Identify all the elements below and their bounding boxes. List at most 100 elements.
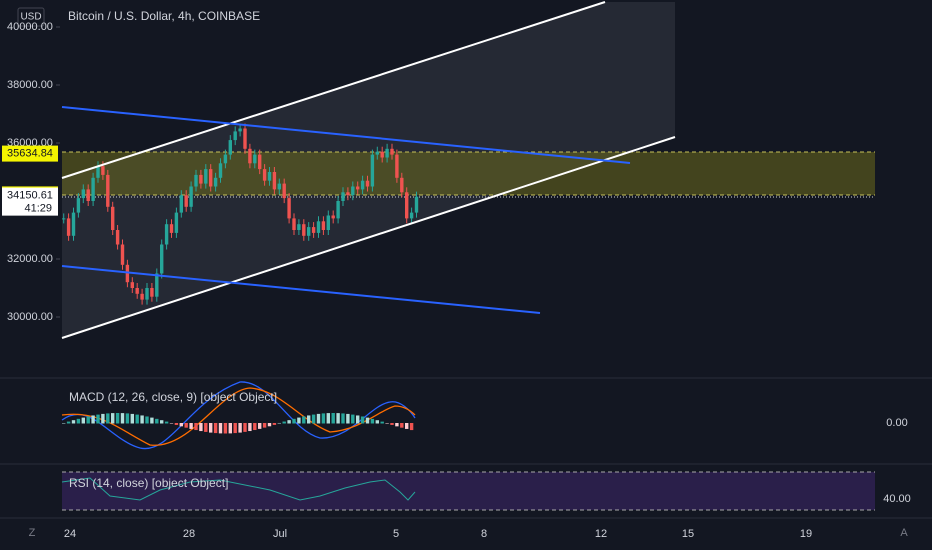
- histogram-bar: [248, 423, 252, 432]
- candle: [370, 154, 375, 187]
- histogram-bar: [91, 415, 95, 424]
- histogram-bar: [223, 423, 228, 434]
- candle: [311, 227, 316, 233]
- histogram-bar: [96, 414, 100, 424]
- histogram-bar: [164, 421, 169, 424]
- candle: [414, 196, 419, 213]
- price-label: 38000.00: [7, 79, 53, 91]
- candle: [287, 198, 291, 219]
- histogram-bar: [409, 423, 414, 431]
- candle: [140, 293, 144, 300]
- footer-right[interactable]: A: [900, 527, 908, 539]
- histogram-bar: [267, 423, 272, 427]
- histogram-bar: [395, 423, 399, 427]
- histogram-bar: [316, 413, 321, 424]
- time-label: Jul: [273, 528, 287, 540]
- last-price: 34150.61: [7, 190, 53, 202]
- rsi-label: RSI (14, close) [object Object]: [69, 476, 228, 490]
- histogram-bar: [204, 423, 208, 432]
- histogram-bar: [130, 413, 134, 424]
- candle: [164, 224, 169, 245]
- time-label: 24: [64, 528, 76, 540]
- candle: [316, 221, 321, 233]
- candle: [297, 224, 301, 230]
- price-label: 30000.00: [7, 311, 53, 323]
- candle: [76, 198, 81, 213]
- candle: [258, 154, 262, 170]
- currency[interactable]: USD: [20, 12, 41, 23]
- candle: [351, 186, 355, 196]
- candle: [307, 227, 311, 236]
- candle: [160, 244, 164, 274]
- histogram-bar: [199, 423, 203, 432]
- time-label: 12: [595, 528, 607, 540]
- candle: [385, 148, 389, 158]
- histogram-bar: [365, 417, 370, 424]
- candle: [174, 212, 179, 233]
- histogram-bar: [101, 413, 105, 424]
- histogram-bar: [76, 418, 81, 424]
- time-label: 19: [800, 528, 812, 540]
- histogram-bar: [272, 423, 277, 425]
- candle: [96, 166, 100, 178]
- candle: [346, 192, 350, 196]
- histogram-bar: [346, 413, 350, 424]
- candle: [356, 186, 360, 190]
- signal-line: [61, 387, 416, 446]
- histogram-bar: [120, 413, 125, 424]
- candle: [66, 218, 71, 236]
- candle: [223, 154, 228, 164]
- candle: [360, 180, 365, 190]
- histogram-bar: [331, 413, 335, 424]
- histogram-bar: [321, 413, 326, 424]
- currency-box[interactable]: [17, 7, 45, 27]
- candle: [380, 151, 384, 158]
- candle: [302, 224, 306, 236]
- histogram-bar: [238, 423, 242, 433]
- candle: [390, 148, 394, 155]
- candle: [86, 189, 90, 201]
- candle: [248, 148, 252, 164]
- histogram-bar: [62, 423, 66, 424]
- histogram-bar: [297, 417, 301, 424]
- histogram-bar: [233, 423, 237, 434]
- candle: [135, 288, 139, 294]
- candle: [292, 218, 296, 230]
- macd-axis: 0.00: [886, 417, 907, 429]
- candles: [62, 123, 419, 305]
- candle: [321, 221, 326, 230]
- chart-title: Bitcoin / U.S. Dollar, 4h, COINBASE: [68, 9, 260, 23]
- candle: [101, 166, 105, 175]
- histogram-bar: [66, 421, 71, 424]
- histogram-bar: [341, 413, 345, 424]
- macd-label: MACD (12, 26, close, 9) [object Object]: [69, 390, 277, 404]
- candle: [395, 154, 399, 178]
- histogram-bar: [356, 415, 360, 424]
- histogram-bar: [111, 413, 115, 424]
- histogram-bar: [209, 423, 213, 433]
- histogram-bar: [370, 418, 375, 424]
- histogram-bar: [71, 420, 76, 424]
- histogram-bar: [302, 416, 306, 424]
- histogram-bar: [380, 421, 384, 424]
- candle: [375, 151, 379, 155]
- candle: [213, 177, 218, 187]
- histogram-bar: [125, 413, 130, 424]
- histogram-bar: [150, 417, 154, 424]
- histogram-bar: [405, 423, 409, 429]
- histogram-bar: [213, 423, 218, 434]
- candle: [233, 131, 237, 141]
- candle: [267, 172, 272, 181]
- channel-lower: [61, 136, 676, 339]
- candle: [326, 215, 330, 230]
- footer-left[interactable]: Z: [29, 527, 36, 539]
- candle: [71, 212, 76, 236]
- histogram-bar: [287, 420, 291, 424]
- candle: [111, 206, 115, 230]
- histogram-bar: [258, 423, 262, 429]
- candle: [150, 288, 154, 297]
- candle: [228, 140, 232, 155]
- histogram-bar: [228, 423, 232, 434]
- candle: [277, 183, 281, 190]
- histogram-bar: [145, 416, 149, 424]
